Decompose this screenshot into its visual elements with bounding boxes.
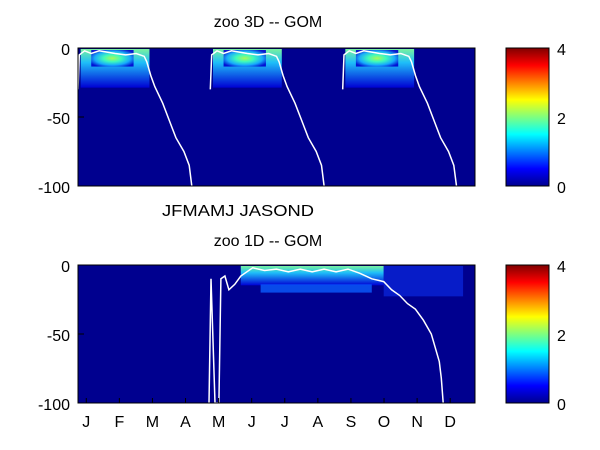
bottom-xtick-label: A — [313, 414, 324, 431]
top-mixed-layer-line — [77, 49, 458, 187]
bottom-title: zoo 1D -- GOM — [214, 233, 322, 250]
bottom-ytick-label: -50 — [47, 328, 70, 345]
bottom-xtick-label: N — [411, 414, 423, 431]
bottom-xtick-label: F — [114, 414, 124, 431]
bottom-heat-layer — [240, 266, 464, 297]
bottom-fall-patch — [383, 266, 464, 297]
bottom-xtick-label: M — [146, 414, 159, 431]
bottom-bloom-subsurface — [260, 284, 372, 293]
bottom-xtick-label: J — [281, 414, 289, 431]
bottom-colorbar-tick: 2 — [557, 328, 566, 345]
bottom-ytick-label: -100 — [38, 397, 70, 414]
top-heat-layer — [80, 49, 415, 88]
top-ytick-label: -100 — [38, 180, 70, 197]
top-ytick-label: 0 — [61, 42, 70, 59]
bottom-xtick-label: O — [378, 414, 390, 431]
top-colorbar-tick: 0 — [557, 180, 566, 197]
bottom-xtick-label: J — [248, 414, 256, 431]
bottom-colorbar-tick: 4 — [557, 259, 566, 276]
top-ytick-label: -50 — [47, 111, 70, 128]
bottom-mixed-layer-line — [208, 266, 444, 404]
bottom-xtick-label: J — [82, 414, 90, 431]
top-colorbar-tick: 2 — [557, 111, 566, 128]
top-colorbar — [506, 48, 549, 186]
top-panel: zoo 3D -- GOM 0 -50 -100 JFMAMJ JASOND 4… — [38, 14, 566, 220]
bottom-xtick-label: S — [346, 414, 357, 431]
top-colorbar-tick: 4 — [557, 42, 566, 59]
bottom-xtick-label: D — [444, 414, 456, 431]
bottom-xtick-label: M — [212, 414, 225, 431]
top-xtick-labels: JFMAMJ JASOND — [162, 203, 314, 220]
bottom-ytick-label: 0 — [61, 259, 70, 276]
bottom-bloom-patch — [240, 266, 384, 286]
bottom-colorbar-tick: 0 — [557, 397, 566, 414]
bottom-xtick-label: A — [180, 414, 191, 431]
top-title: zoo 3D -- GOM — [214, 14, 322, 31]
bottom-colorbar — [506, 265, 549, 403]
